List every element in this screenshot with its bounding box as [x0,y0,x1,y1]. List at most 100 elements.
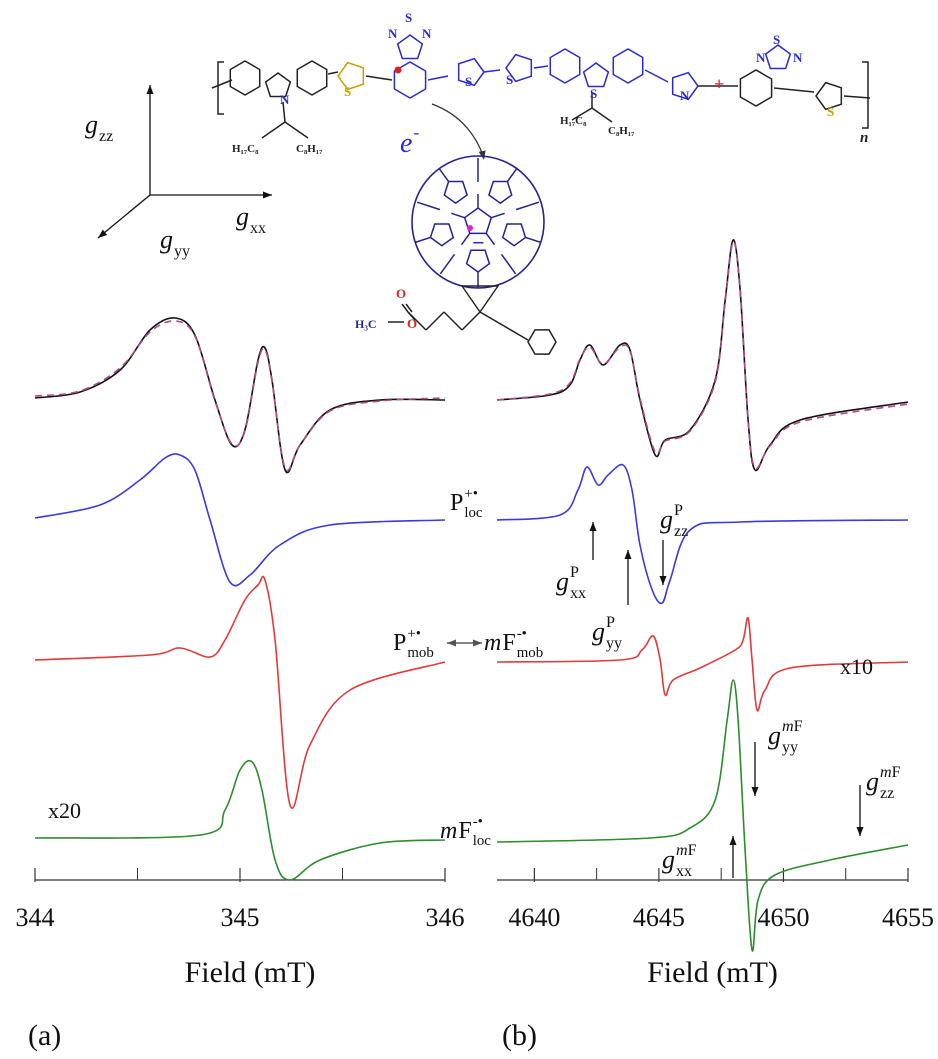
annotation-sub: yy [782,739,798,756]
arrow-head [856,827,864,836]
bond [485,232,496,246]
bond [427,75,449,81]
bond [211,79,233,89]
arrow-head [751,787,759,796]
atom-label: N [388,26,398,41]
atom-label: N [680,88,690,103]
axis-label-sub: xx [250,220,266,237]
bond [483,69,501,73]
atom-label: S [506,72,513,87]
ring [505,53,533,83]
atom-label: S [590,86,597,101]
axis-label-sub: zz [99,128,113,145]
annotation: g [660,505,673,534]
annotation: P [393,630,406,656]
axis-label: g [160,225,173,254]
bond [533,65,549,69]
substituent: H₁₇C₈ [560,115,587,127]
annotation-sub: mob [407,645,433,661]
fullerene-face [501,223,527,247]
bond [439,253,456,275]
electron-label: e [400,128,412,159]
ring [527,329,557,355]
bond [591,107,613,123]
ring [549,48,581,84]
bond [327,71,339,75]
arrow [97,194,151,239]
bond [461,311,481,331]
annotation-sub: mob [517,645,543,661]
bracket [862,61,869,129]
annotation: m [484,630,501,656]
atom-label: S [465,74,472,89]
x-axis-label: Field (mT) [647,956,778,989]
ring [264,72,292,98]
annotation-sup: +• [464,486,478,502]
ring [612,48,644,84]
methyl-label: H₃C [355,317,377,331]
ring [457,57,485,87]
arrow-head [589,522,597,531]
axis-label: g [85,110,98,139]
bond [443,311,463,331]
transfer-arrow [431,103,485,159]
bond [401,303,409,313]
bond [365,75,393,81]
annotation: P [450,490,463,516]
annotation: g [556,567,569,596]
x-tick-label: 4650 [757,903,809,932]
arrow-head [659,576,667,585]
ring [815,81,843,111]
bond [843,95,871,99]
annotation-sup: F [794,718,803,735]
annotation: g [866,767,879,796]
ring [229,60,261,96]
ring [582,62,610,88]
anion-charge: − [472,230,485,255]
arrow-head [98,229,108,238]
annotation: g [768,721,781,750]
ring [764,44,792,70]
bracket [217,61,224,115]
spectrum-curve [496,679,909,952]
substituent: C₈H₁₇ [608,125,635,137]
radical-dot [394,66,402,74]
arrow-head [447,639,456,647]
atom-label: N [756,50,766,65]
bond [416,201,441,211]
ring [396,34,424,60]
atom-label: N [422,26,432,41]
bond [414,236,431,244]
bond [407,311,416,321]
bond [261,121,286,139]
bond [571,107,593,121]
annotation: g [662,845,675,874]
bond [525,236,542,244]
annotation-sup: F [688,842,697,859]
bond [451,212,465,219]
ring [460,285,500,314]
annotation: F [458,818,471,844]
atom-label: N [793,50,803,65]
spectrum-curve [496,616,909,712]
bond [644,69,669,83]
annotation-sup: m [782,718,794,735]
x-tick-label: 4645 [633,903,685,932]
fullerene-face [429,223,455,247]
cation-charge: + [714,74,724,94]
bond [506,168,518,182]
bond [515,201,540,211]
repeat-index: n [860,130,868,146]
x-tick-label: 4655 [882,903,934,932]
axis-label: g [236,202,249,231]
spectrum-curve [34,453,446,587]
arrow-head [478,150,486,160]
bond [282,101,286,123]
annotation-sup: P [674,502,683,519]
x-tick-label: 344 [16,903,55,932]
axis-label-sub: yy [174,243,190,260]
bond [405,303,413,313]
annotation-sub: loc [464,505,483,521]
